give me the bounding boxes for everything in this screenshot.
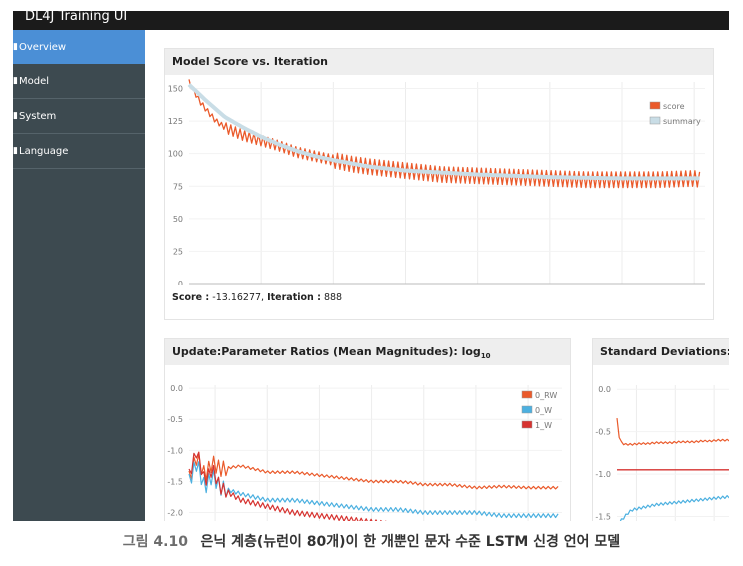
ratio-title-main: Update:Parameter Ratios (Mean Magnitudes… [172, 345, 481, 358]
y-tick-label: 75 [173, 182, 183, 191]
sidebar-item-system[interactable]: ▮ System [13, 99, 145, 134]
ratio-chart: 0.0 -0.5 -1.0 -1.5 -2.0 0_RW 0_W 1_W [167, 384, 562, 521]
legend-label: summary [663, 117, 701, 126]
stddev-panel-title: Standard Deviations: lo [593, 339, 729, 365]
legend-label: 1_W [535, 421, 552, 430]
y-tick-label: -0.5 [595, 428, 611, 437]
y-tick-label: 125 [168, 117, 183, 126]
legend-swatch [521, 390, 533, 399]
y-tick-label: -1.0 [167, 446, 183, 455]
y-tick-label: 25 [173, 247, 183, 256]
sidebar-item-language[interactable]: ▮ Language [13, 134, 145, 169]
legend-swatch [521, 420, 533, 429]
y-tick-label: 150 [168, 85, 183, 94]
series-line [619, 495, 729, 521]
score-panel-title: Model Score vs. Iteration [165, 49, 713, 75]
y-tick-label: 50 [173, 215, 183, 224]
legend-label: score [663, 102, 685, 111]
y-tick-label: -1.5 [167, 477, 183, 486]
figure-caption: 그림 4.10 은닉 계층(뉴런이 80개)이 한 개뿐인 문자 수준 LSTM… [0, 531, 743, 551]
y-tick-label: 0.0 [170, 384, 183, 393]
sidebar-item-model[interactable]: ▮ Model [13, 64, 145, 99]
legend-swatch [649, 116, 661, 125]
dashboard-icon: ▮ [13, 42, 18, 52]
ratio-panel: Update:Parameter Ratios (Mean Magnitudes… [164, 338, 571, 521]
series-line [188, 451, 387, 521]
language-icon: ▮ [13, 146, 18, 156]
sidebar-item-label: Model [19, 75, 50, 87]
ratio-title-subscript: 10 [480, 352, 491, 361]
y-tick-label: -1.0 [595, 470, 611, 479]
iteration-value: 888 [323, 292, 343, 303]
figure-number: 그림 4.10 [122, 534, 188, 550]
y-tick-label: -0.5 [167, 415, 183, 424]
legend-swatch [649, 101, 661, 110]
app-title-bar: DL4J Training UI [13, 11, 729, 30]
model-icon: ▮ [13, 76, 18, 86]
series-line [188, 453, 559, 490]
stddev-panel: Standard Deviations: lo 0.0 -0.5 -1.0 -1.5 [592, 338, 729, 521]
y-tick-label: -1.5 [595, 513, 611, 521]
sidebar-item-overview[interactable]: ▮ Overview [13, 30, 145, 64]
score-chart: 0255075100125150200400600800100012001400… [168, 79, 705, 285]
score-panel: Model Score vs. Iteration 0 25 50 75 100 125 1… [164, 48, 714, 320]
y-tick-label: 0 [178, 280, 183, 285]
y-tick-label: 100 [168, 150, 183, 159]
series-line [616, 418, 729, 446]
stddev-chart: 0.0 -0.5 -1.0 -1.5 [595, 385, 729, 521]
score-value: -13.16277 [212, 292, 262, 303]
series-line [188, 461, 559, 519]
legend-label: 0_RW [535, 391, 557, 400]
legend-label: 0_W [535, 406, 552, 415]
sidebar-item-label: Overview [19, 41, 67, 53]
sidebar-item-label: System [19, 110, 57, 122]
y-tick-label: 0.0 [598, 385, 611, 394]
series-line [188, 79, 701, 189]
ratio-panel-title: Update:Parameter Ratios (Mean Magnitudes… [165, 339, 570, 365]
figure-caption-text: 은닉 계층(뉴런이 80개)이 한 개뿐인 문자 수준 LSTM 신경 언어 모… [200, 534, 621, 550]
app-title: DL4J Training UI [25, 11, 128, 24]
score-readout: Score : -13.16277, Iteration : 888 [172, 292, 343, 303]
training-ui-window: DL4J Training UI ▮ Overview ▮ Model ▮ Sy… [13, 11, 729, 521]
y-tick-label: -2.0 [167, 509, 183, 518]
score-label: Score : [172, 292, 210, 303]
system-icon: ▮ [13, 111, 18, 121]
series-line [187, 83, 700, 181]
sidebar: ▮ Overview ▮ Model ▮ System ▮ Language [13, 30, 145, 521]
legend-swatch [521, 405, 533, 414]
sidebar-item-label: Language [19, 145, 69, 157]
iteration-label: Iteration : [267, 292, 321, 303]
